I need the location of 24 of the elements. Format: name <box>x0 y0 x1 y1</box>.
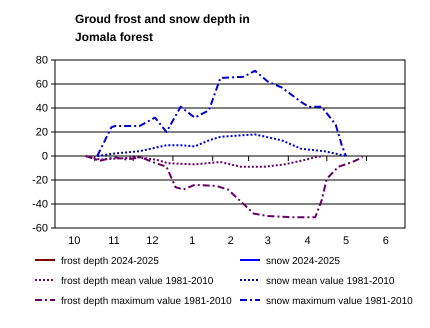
x-tick-label: 2 <box>228 234 234 247</box>
legend-label: snow mean value 1981-2010 <box>266 276 395 287</box>
x-tick-label: 10 <box>68 234 80 247</box>
chart-title: Groud frost and snow depth in Jomala forest <box>75 12 250 44</box>
x-tick-label: 6 <box>382 234 389 247</box>
x-tick-label: 1 <box>189 234 196 247</box>
y-tick-label: 60 <box>36 78 48 91</box>
legend-label: frost depth mean value 1981-2010 <box>61 276 214 287</box>
y-tick-label: -60 <box>32 222 48 235</box>
y-tick-label: -40 <box>32 198 48 211</box>
y-tick-label: 0 <box>42 150 48 163</box>
legend-label: frost depth maximum value 1981-2010 <box>61 296 232 307</box>
legend-label: frost depth 2024-2025 <box>61 256 160 267</box>
y-tick-label: -20 <box>32 174 48 187</box>
x-tick-label: 5 <box>342 234 350 247</box>
y-tick-label: 80 <box>36 54 48 67</box>
legend-label: snow maximum value 1981-2010 <box>266 296 414 307</box>
x-tick-label: 4 <box>304 234 311 247</box>
x-tick-label: 3 <box>264 234 271 247</box>
x-tick-label: 11 <box>108 234 120 247</box>
legend-label: snow 2024-2025 <box>266 256 340 267</box>
x-tick-label: 12 <box>146 234 159 247</box>
y-tick-label: 40 <box>36 102 48 115</box>
y-tick-label: 20 <box>36 126 48 139</box>
